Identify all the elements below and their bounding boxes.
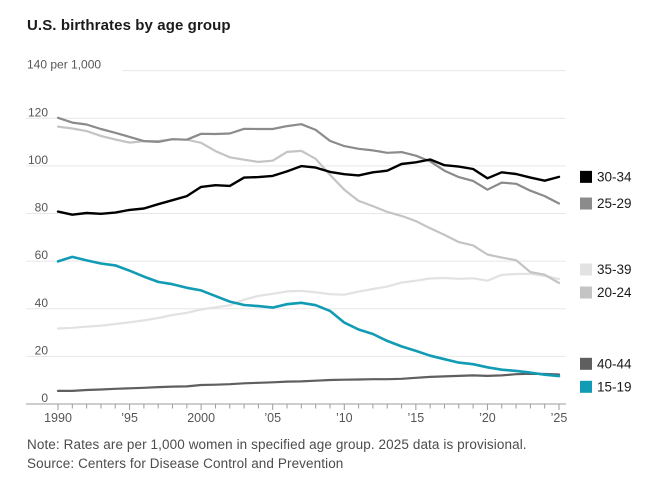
y-axis-label: 80 [35,201,49,215]
legend-label-35-39: 35-39 [597,262,632,277]
x-axis-label: ’05 [264,411,281,425]
y-axis-label: 20 [35,343,49,357]
x-axis-label: 1990 [44,411,72,425]
legend-swatch-30-34 [580,170,592,183]
x-axis-label: ’15 [408,411,425,425]
legend-swatch-40-44 [580,357,592,370]
legend-label-40-44: 40-44 [597,356,632,371]
y-axis-label: 60 [35,248,49,262]
y-axis-label: 0 [41,391,48,405]
note-text: Note: Rates are per 1,000 women in speci… [27,437,527,452]
x-axis-label: ’95 [121,411,138,425]
legend-label-15-19: 15-19 [597,379,632,394]
series-line-35-39 [56,272,561,330]
legend-swatch-20-24 [580,286,592,299]
series-line-20-24 [56,125,561,285]
legend-swatch-25-29 [580,197,592,210]
x-axis-label: ’25 [551,411,568,425]
x-axis-label: 2000 [187,411,215,425]
page-title: U.S. birthrates by age group [27,17,231,34]
series-line-30-34 [56,158,561,216]
x-axis-label: ’20 [479,411,496,425]
y-axis-label: 120 [28,105,48,119]
x-axis-label: ’10 [336,411,353,425]
legend-label-30-34: 30-34 [597,169,632,184]
y-axis-unit-label: 140 per 1,000 [27,58,101,72]
y-axis-label: 40 [35,296,49,310]
series-line-25-29 [56,116,561,205]
legend-swatch-35-39 [580,263,592,276]
legend-label-25-29: 25-29 [597,196,632,211]
series-line-15-19 [56,255,561,378]
y-axis-label: 100 [28,153,48,167]
legend-swatch-15-19 [580,380,592,393]
legend-label-20-24: 20-24 [597,285,632,300]
series-line-40-44 [56,372,561,392]
source-text: Source: Centers for Disease Control and … [27,456,344,471]
